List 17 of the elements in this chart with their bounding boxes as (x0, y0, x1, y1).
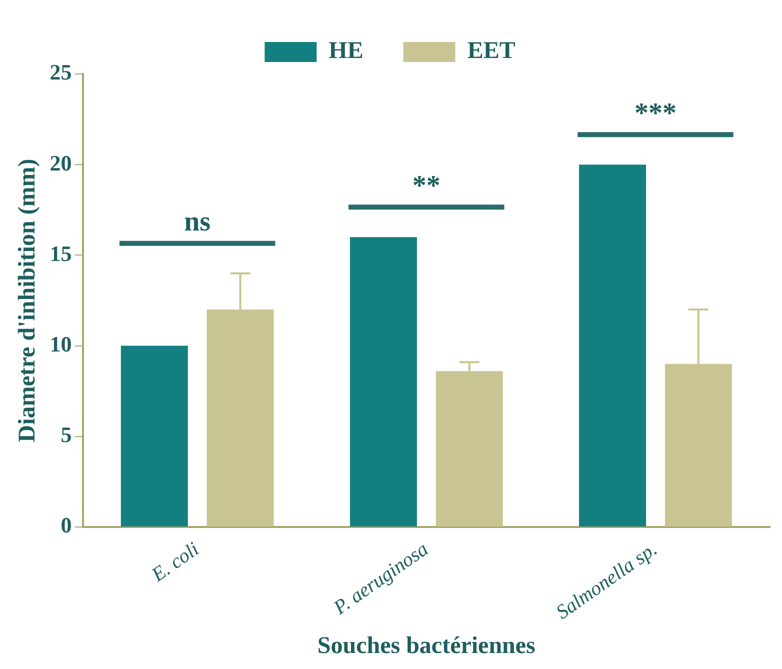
legend-label: EET (467, 38, 516, 64)
legend-label: HE (328, 38, 364, 64)
bar (579, 164, 646, 526)
y-tick-label: 15 (50, 240, 72, 266)
x-axis-title: Souches bactériennes (317, 632, 536, 659)
y-tick-label: 10 (50, 331, 72, 356)
y-tick-label: 25 (50, 60, 72, 85)
x-tick-label: E. coli (147, 538, 204, 587)
y-tick-label: 0 (60, 512, 72, 538)
y-tick-label: 20 (50, 150, 72, 176)
annotation: *** (634, 98, 676, 129)
annotation: ** (412, 170, 440, 202)
y-axis-title: Diametre d'inhibition (mm) (14, 158, 41, 442)
y-tick-label: 5 (60, 422, 72, 448)
annotation: ns (184, 206, 211, 238)
bar (350, 237, 417, 526)
bar (120, 346, 188, 526)
